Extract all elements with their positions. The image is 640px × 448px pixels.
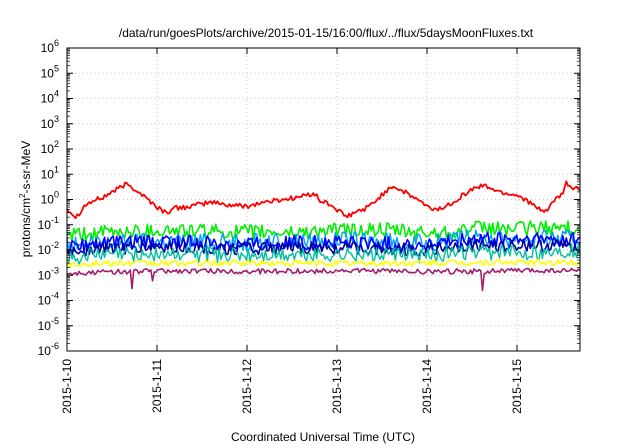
- x-tick-label: 2015-1-11: [150, 359, 164, 413]
- y-tick-base: 10: [41, 117, 55, 131]
- y-tick-label: 10-6: [38, 341, 59, 358]
- y-tick-exponent: -6: [51, 341, 59, 351]
- x-axis: 2015-1-10 2015-1-11 2015-1-12 2015-1-13 2015…: [60, 48, 524, 414]
- series-line-teal: [66, 243, 581, 265]
- y-tick-base: 10: [38, 268, 52, 282]
- x-tick-label: 2015-1-12: [240, 359, 254, 414]
- y-tick-label: 106: [41, 38, 59, 55]
- y-tick-base: 10: [41, 92, 55, 106]
- y-axis-label-base: protons/cm: [19, 198, 33, 257]
- y-tick-exponent: -1: [51, 215, 59, 225]
- y-tick-label: 10-1: [38, 215, 59, 232]
- y-tick-base: 10: [38, 218, 52, 232]
- y-tick-base: 10: [38, 319, 52, 333]
- y-tick-label: 10-2: [38, 240, 59, 257]
- y-tick-base: 10: [38, 344, 52, 358]
- series-line-navy: [66, 238, 581, 257]
- y-tick-base: 10: [38, 243, 52, 257]
- y-tick-label: 102: [41, 139, 59, 156]
- series-line-yellow: [66, 258, 581, 268]
- series-line-green: [66, 220, 581, 242]
- y-tick-base: 10: [38, 294, 52, 308]
- y-tick-exponent: 5: [54, 63, 59, 73]
- x-tick-label: 2015-1-14: [420, 359, 434, 414]
- y-axis-label-rest: -s-sr-MeV: [19, 141, 33, 194]
- grid: [67, 48, 580, 351]
- y-tick-exponent: 0: [54, 190, 59, 200]
- y-tick-exponent: -4: [51, 291, 59, 301]
- y-tick-exponent: -5: [51, 316, 59, 326]
- y-tick-label: 104: [41, 89, 59, 106]
- y-tick-label: 101: [41, 164, 59, 181]
- series-group: [66, 180, 581, 292]
- y-tick-base: 10: [41, 167, 55, 181]
- x-tick-label: 2015-1-10: [60, 359, 74, 414]
- x-axis-label: Coordinated Universal Time (UTC): [231, 430, 415, 444]
- y-tick-exponent: -2: [51, 240, 59, 250]
- y-tick-exponent: 2: [54, 139, 59, 149]
- y-tick-exponent: -3: [51, 265, 59, 275]
- y-tick-base: 10: [41, 193, 55, 207]
- x-tick-label: 2015-1-15: [510, 359, 524, 414]
- y-tick-label: 10-3: [38, 265, 59, 282]
- y-tick-base: 10: [41, 66, 55, 80]
- y-axis-label: protons/cm2-s-sr-MeV: [18, 141, 33, 257]
- y-tick-label: 105: [41, 63, 59, 80]
- y-tick-label: 10-5: [38, 316, 59, 333]
- series-line-red: [66, 180, 581, 220]
- y-tick-exponent: 1: [54, 164, 59, 174]
- y-tick-label: 100: [41, 190, 59, 207]
- series-line-purple: [66, 267, 581, 292]
- y-tick-exponent: 6: [54, 38, 59, 48]
- y-tick-label: 10-4: [38, 291, 59, 308]
- y-tick-base: 10: [41, 41, 55, 55]
- y-tick-exponent: 4: [54, 89, 59, 99]
- y-axis-label-sup: 2: [18, 193, 27, 198]
- y-tick-exponent: 3: [54, 114, 59, 124]
- y-axis: 10-610-510-410-310-210-11001011021031041…: [38, 38, 580, 358]
- chart-title: /data/run/goesPlots/archive/2015-01-15/1…: [119, 26, 534, 40]
- y-tick-base: 10: [41, 142, 55, 156]
- y-tick-label: 103: [41, 114, 59, 131]
- x-tick-label: 2015-1-13: [330, 359, 344, 414]
